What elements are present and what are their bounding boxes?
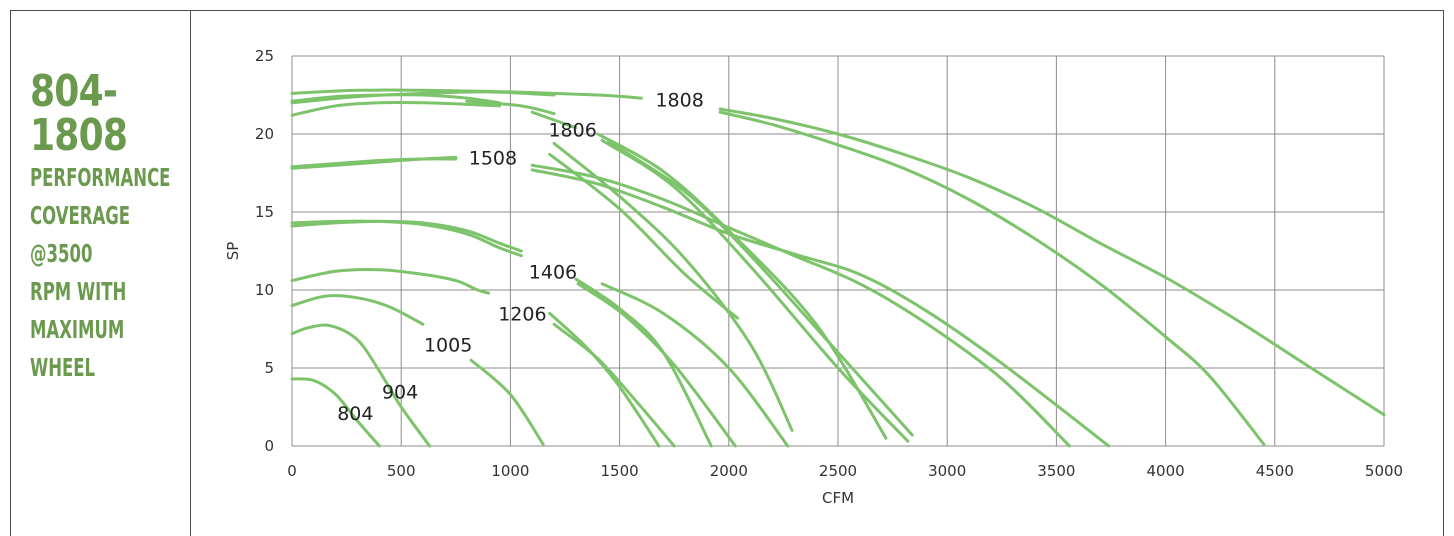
sidebar-line-3: @3500: [30, 239, 93, 268]
curve-1806: [548, 152, 739, 320]
curve-label-804: 804: [337, 403, 373, 425]
y-tick-label: 15: [255, 203, 274, 221]
curve-1806: [600, 138, 910, 443]
x-axis-label: CFM: [822, 489, 854, 507]
curve-1808: [290, 90, 556, 105]
y-tick-label: 25: [255, 47, 274, 65]
y-tick-label: 10: [255, 281, 274, 299]
curve-1808: [718, 107, 1386, 417]
curve-1806: [552, 141, 794, 432]
x-tick-label: 5000: [1365, 462, 1403, 480]
curve-904: [290, 323, 432, 448]
x-tick-label: 3000: [928, 462, 966, 480]
curve-label-1406: 1406: [529, 261, 577, 283]
x-tick-label: 500: [387, 462, 416, 480]
curve-804: [290, 377, 381, 448]
curve-label-1005: 1005: [424, 335, 472, 357]
y-tick-label: 5: [264, 359, 274, 377]
curve-label-1806: 1806: [548, 119, 596, 141]
y-axis-label: SP: [224, 242, 242, 261]
curve-1806: [607, 140, 914, 437]
curve-label-1808: 1808: [655, 90, 703, 112]
curve-label-1206: 1206: [498, 303, 546, 325]
model-line-2: 1808: [30, 110, 128, 161]
x-tick-label: 1500: [601, 462, 639, 480]
y-tick-label: 0: [264, 437, 274, 455]
curve-1508: [290, 157, 458, 169]
curve-label-1508: 1508: [469, 147, 517, 169]
sidebar-line-5: Maximum: [30, 315, 125, 344]
curve-1508: [530, 168, 1111, 448]
y-tick-label: 20: [255, 125, 274, 143]
x-tick-label: 1000: [491, 462, 529, 480]
sidebar-line-4: RPM With: [30, 277, 127, 306]
curve-1806: [290, 101, 501, 117]
curve-1406: [290, 219, 523, 253]
x-tick-label: 2500: [819, 462, 857, 480]
x-tick-label: 4000: [1147, 462, 1185, 480]
curve-1806: [596, 132, 888, 440]
sidebar-divider: [190, 10, 191, 536]
x-tick-label: 0: [287, 462, 297, 480]
sidebar: 804- 1808 Performance Coverage @3500 RPM…: [30, 70, 190, 386]
curve-1005: [290, 294, 425, 326]
curve-1005: [469, 358, 545, 446]
curve-1206: [290, 267, 491, 295]
curve-1406: [574, 277, 713, 448]
curve-1806: [465, 99, 556, 116]
curve-label-904: 904: [382, 381, 418, 403]
model-line-1: 804-: [30, 66, 118, 117]
curve-1206: [552, 322, 676, 448]
curve-1508: [530, 163, 1071, 448]
curve-1406: [576, 282, 737, 448]
outer-frame: [10, 10, 1444, 536]
x-tick-label: 3500: [1037, 462, 1075, 480]
curve-1808: [718, 110, 1266, 446]
x-tick-label: 4500: [1256, 462, 1294, 480]
sidebar-line-6: Wheel: [30, 353, 96, 382]
curve-1806: [530, 110, 578, 130]
sidebar-line-2: Coverage: [30, 201, 131, 230]
x-tick-label: 2000: [710, 462, 748, 480]
curve-1406: [600, 282, 790, 448]
curve-1406: [290, 219, 523, 258]
